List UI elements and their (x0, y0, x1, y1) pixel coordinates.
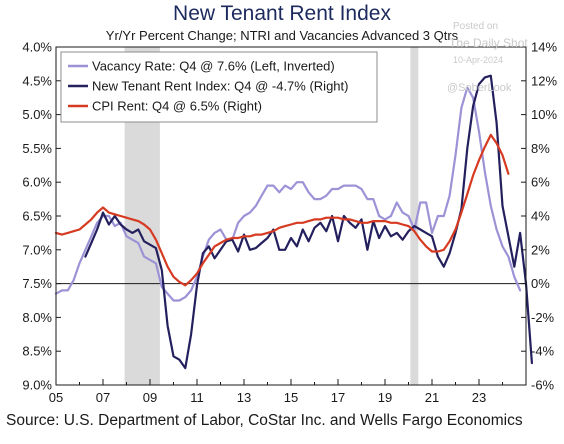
right-tick-label: 10% (531, 107, 557, 122)
left-tick-label: 5.0% (22, 107, 52, 122)
x-tick-label: 17 (331, 390, 345, 405)
legend-label-2: New Tenant Rent Index: Q4 @ -4.7% (Right… (92, 79, 348, 94)
left-tick-label: 4.0% (22, 40, 52, 55)
x-tick-label: 11 (190, 390, 204, 405)
series-line-3 (54, 133, 510, 287)
x-tick-label: 13 (237, 390, 251, 405)
watermark-posted-on: Posted on (453, 21, 499, 32)
source-note: Source: U.S. Department of Labor, CoStar… (6, 412, 523, 429)
right-tick-label: 4% (531, 209, 550, 224)
right-tick-label: 0% (531, 276, 550, 291)
right-tick-label: -6% (531, 378, 555, 393)
watermark-date: 10-Apr-2024 (453, 55, 504, 65)
right-tick-label: 14% (531, 40, 557, 55)
left-tick-label: 6.5% (22, 209, 52, 224)
x-tick-label: 23 (472, 390, 486, 405)
legend-box (60, 51, 378, 123)
series-line-1 (54, 86, 522, 302)
x-tick-label: 19 (378, 390, 392, 405)
watermark-brand: The Daily Shot (449, 36, 528, 50)
right-tick-label: 8% (531, 141, 550, 156)
left-tick-label: 8.5% (22, 344, 52, 359)
left-tick-label: 9.0% (22, 378, 52, 393)
right-tick-label: 2% (531, 242, 550, 257)
right-tick-label: 12% (531, 73, 557, 88)
x-tick-label: 15 (284, 390, 298, 405)
x-tick-label: 21 (425, 390, 439, 405)
left-tick-label: 6.0% (22, 175, 52, 190)
left-tick-label: 7.5% (22, 276, 52, 291)
right-tick-label: 6% (531, 175, 550, 190)
watermark-handle: @SoberLook (447, 82, 512, 94)
left-tick-label: 4.5% (22, 73, 52, 88)
left-tick-label: 7.0% (22, 242, 52, 257)
right-tick-label: -4% (531, 344, 555, 359)
chart-title: New Tenant Rent Index (173, 2, 391, 25)
x-tick-label: 07 (96, 390, 110, 405)
legend-label-3: CPI Rent: Q4 @ 6.5% (Right) (92, 99, 262, 114)
x-tick-label: 05 (49, 390, 63, 405)
legend-label-1: Vacancy Rate: Q4 @ 7.6% (Left, Inverted) (92, 59, 335, 74)
right-tick-label: -2% (531, 310, 555, 325)
recession-band-2 (410, 47, 419, 385)
left-tick-label: 5.5% (22, 141, 52, 156)
x-tick-label: 09 (143, 390, 157, 405)
chart-subtitle: Yr/Yr Percent Change; NTRI and Vacancies… (105, 28, 459, 43)
left-tick-label: 8.0% (22, 310, 52, 325)
